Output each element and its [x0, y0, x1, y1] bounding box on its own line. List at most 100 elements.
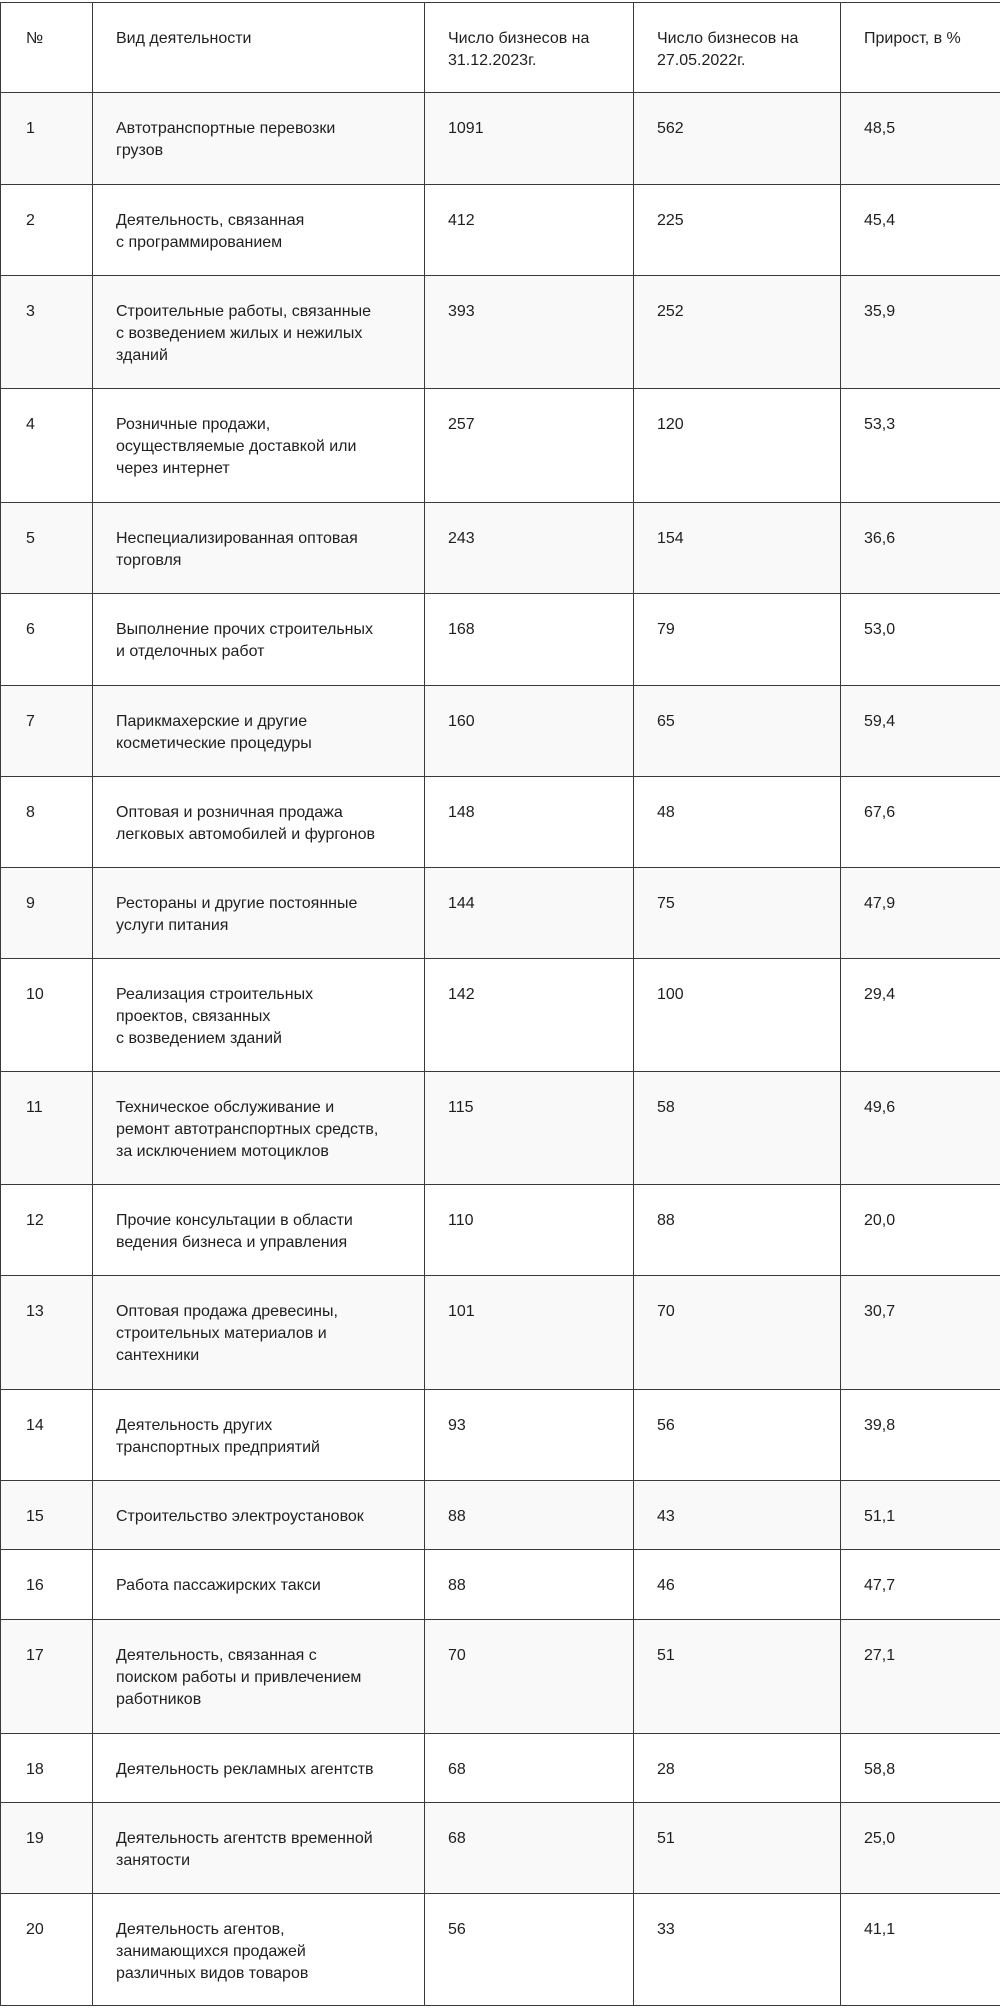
cell-activity: Автотранспортные перевозки грузов	[92, 92, 425, 185]
cell-growth: 51,1	[840, 1480, 1000, 1550]
header-row: № Вид деятельности Число бизнесов на 31.…	[0, 2, 1000, 93]
cell-count-2023: 160	[424, 685, 634, 777]
cell-number: 6	[0, 593, 93, 686]
cell-growth: 59,4	[840, 685, 1000, 777]
table-row: 5 Неспециализированная оптовая торговля 24…	[0, 502, 1000, 594]
cell-count-2022: 88	[633, 1184, 841, 1276]
cell-count-2022: 100	[633, 958, 841, 1072]
cell-activity: Деятельность агентств временной занятост…	[92, 1802, 425, 1894]
cell-growth: 35,9	[840, 275, 1000, 389]
cell-count-2023: 168	[424, 593, 634, 686]
cell-growth: 53,3	[840, 388, 1000, 503]
cell-growth: 36,6	[840, 502, 1000, 594]
cell-activity: Деятельность агентов, занимающихся прода…	[92, 1893, 425, 2006]
table-row: 11 Техническое обслуживание и ремонт авто…	[0, 1071, 1000, 1185]
cell-activity: Деятельность, связанная с программирован…	[92, 184, 425, 276]
cell-number: 18	[0, 1733, 93, 1803]
cell-number: 8	[0, 776, 93, 868]
cell-growth: 53,0	[840, 593, 1000, 686]
table-row: 6 Выполнение прочих строительных и отдело…	[0, 593, 1000, 686]
cell-number: 11	[0, 1071, 93, 1185]
cell-growth: 47,9	[840, 867, 1000, 959]
cell-count-2022: 48	[633, 776, 841, 868]
cell-count-2022: 225	[633, 184, 841, 276]
cell-count-2023: 110	[424, 1184, 634, 1276]
cell-count-2023: 88	[424, 1480, 634, 1550]
cell-count-2023: 70	[424, 1619, 634, 1734]
cell-activity: Деятельность других транспортных предпри…	[92, 1389, 425, 1481]
header-count-2022: Число бизнесов на 27.05.2022г.	[633, 2, 841, 93]
cell-growth: 39,8	[840, 1389, 1000, 1481]
cell-count-2023: 68	[424, 1802, 634, 1894]
cell-number: 4	[0, 388, 93, 503]
cell-count-2023: 257	[424, 388, 634, 503]
cell-growth: 25,0	[840, 1802, 1000, 1894]
table-row: 18 Деятельность рекламных агентств 68 28 58,…	[0, 1733, 1000, 1803]
cell-number: 3	[0, 275, 93, 389]
cell-count-2022: 56	[633, 1389, 841, 1481]
cell-count-2022: 252	[633, 275, 841, 389]
cell-activity: Прочие консультации в области ведения би…	[92, 1184, 425, 1276]
cell-count-2023: 115	[424, 1071, 634, 1185]
cell-number: 2	[0, 184, 93, 276]
cell-growth: 45,4	[840, 184, 1000, 276]
cell-count-2022: 79	[633, 593, 841, 686]
cell-number: 12	[0, 1184, 93, 1276]
cell-count-2022: 70	[633, 1275, 841, 1390]
cell-number: 20	[0, 1893, 93, 2006]
cell-activity: Розничные продажи, осуществляемые достав…	[92, 388, 425, 503]
table-row: 13 Оптовая продажа древесины, строительны…	[0, 1275, 1000, 1390]
cell-number: 1	[0, 92, 93, 185]
table-row: 15 Строительство электроустановок 88 43 51,1	[0, 1480, 1000, 1550]
table-row: 16 Работа пассажирских такси 88 46 47,7	[0, 1549, 1000, 1620]
cell-growth: 47,7	[840, 1549, 1000, 1620]
table-row: 2 Деятельность, связанная с программирова…	[0, 184, 1000, 276]
header-number: №	[0, 2, 93, 93]
cell-count-2022: 120	[633, 388, 841, 503]
cell-count-2022: 51	[633, 1802, 841, 1894]
table-row: 20 Деятельность агентов, занимающихся про…	[0, 1893, 1000, 2006]
table-row: 14 Деятельность других транспортных предп…	[0, 1389, 1000, 1481]
header-activity: Вид деятельности	[92, 2, 425, 93]
cell-count-2023: 101	[424, 1275, 634, 1390]
cell-count-2022: 43	[633, 1480, 841, 1550]
cell-count-2023: 142	[424, 958, 634, 1072]
cell-count-2023: 144	[424, 867, 634, 959]
cell-growth: 58,8	[840, 1733, 1000, 1803]
cell-count-2022: 51	[633, 1619, 841, 1734]
cell-growth: 20,0	[840, 1184, 1000, 1276]
table-row: 3 Строительные работы, связанные с возвед…	[0, 275, 1000, 389]
cell-number: 10	[0, 958, 93, 1072]
cell-activity: Техническое обслуживание и ремонт автотр…	[92, 1071, 425, 1185]
cell-count-2022: 562	[633, 92, 841, 185]
cell-count-2023: 243	[424, 502, 634, 594]
cell-growth: 49,6	[840, 1071, 1000, 1185]
cell-count-2023: 393	[424, 275, 634, 389]
table-row: 9 Рестораны и другие постоянные услуги пи…	[0, 867, 1000, 959]
cell-number: 7	[0, 685, 93, 777]
cell-count-2023: 1091	[424, 92, 634, 185]
cell-activity: Парикмахерские и другие косметические пр…	[92, 685, 425, 777]
cell-activity: Оптовая и розничная продажа легковых авт…	[92, 776, 425, 868]
header-count-2023: Число бизнесов на 31.12.2023г.	[424, 2, 634, 93]
cell-activity: Строительство электроустановок	[92, 1480, 425, 1550]
table-row: 8 Оптовая и розничная продажа легковых ав…	[0, 776, 1000, 868]
cell-activity: Неспециализированная оптовая торговля	[92, 502, 425, 594]
cell-activity: Деятельность рекламных агентств	[92, 1733, 425, 1803]
cell-count-2023: 56	[424, 1893, 634, 2006]
cell-activity: Реализация строительных проектов, связан…	[92, 958, 425, 1072]
cell-count-2022: 65	[633, 685, 841, 777]
table-row: 19 Деятельность агентств временной занято…	[0, 1802, 1000, 1894]
cell-activity: Деятельность, связанная с поиском работы…	[92, 1619, 425, 1734]
cell-count-2022: 33	[633, 1893, 841, 2006]
cell-count-2022: 75	[633, 867, 841, 959]
cell-number: 9	[0, 867, 93, 959]
cell-growth: 30,7	[840, 1275, 1000, 1390]
cell-count-2022: 154	[633, 502, 841, 594]
cell-activity: Строительные работы, связанные с возведе…	[92, 275, 425, 389]
cell-count-2023: 93	[424, 1389, 634, 1481]
table-row: 7 Парикмахерские и другие косметические п…	[0, 685, 1000, 777]
header-growth: Прирост, в %	[840, 2, 1000, 93]
cell-growth: 48,5	[840, 92, 1000, 185]
